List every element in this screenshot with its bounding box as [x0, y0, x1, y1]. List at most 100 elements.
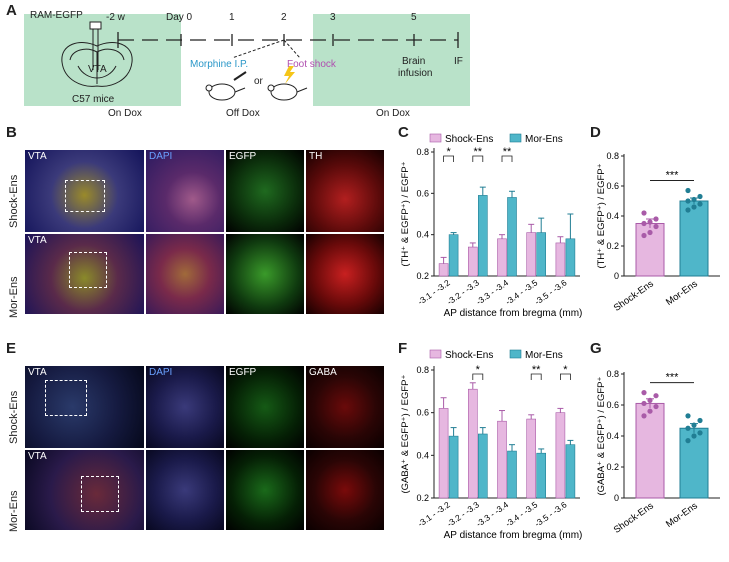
- data-point: [641, 390, 647, 396]
- bar: [468, 388, 478, 499]
- bar: [478, 195, 488, 277]
- zoom-box: [69, 252, 107, 288]
- x-tick-label: -3.5 - -3.6: [533, 499, 569, 528]
- micrograph-dapi: [146, 450, 224, 530]
- significance-bracket: [560, 373, 571, 380]
- data-point: [691, 433, 697, 439]
- micrograph-overview: VTA: [25, 234, 144, 314]
- data-point: [685, 413, 691, 419]
- bar: [565, 444, 576, 499]
- significance-bracket: [501, 155, 513, 162]
- bar: [555, 242, 566, 277]
- data-point: [685, 187, 691, 194]
- mouse-label: RAM-EGFP: [30, 10, 83, 21]
- lightning-icon: [284, 66, 295, 84]
- micrograph-label: EGFP: [229, 367, 257, 378]
- on-dox-region-left: [24, 14, 181, 106]
- brain-label: Brain: [402, 56, 426, 67]
- micrograph-dapi: [146, 234, 224, 314]
- y-tick-label: 0.6: [606, 400, 619, 410]
- morphine-label: Morphine I.P.: [190, 59, 249, 70]
- chart-d: 0 0.2 0.4 0.6 0.8 Shock-Ens Mor-Ens *** (TH⁺ & E…: [596, 151, 720, 314]
- mouse-icon: [267, 83, 308, 101]
- bar: [536, 452, 546, 499]
- micrograph-label: TH: [309, 151, 323, 162]
- significance-marker: **: [474, 146, 483, 158]
- data-point: [691, 204, 697, 210]
- treatment-pointer: [231, 39, 285, 59]
- legend-swatch: [429, 349, 442, 359]
- micrograph-dapi: DAPI: [146, 366, 224, 448]
- data-point: [653, 403, 659, 410]
- y-tick-label: 0.6: [416, 188, 429, 198]
- data-point: [691, 422, 697, 428]
- micrograph-gaba: [306, 450, 384, 530]
- bar: [679, 427, 709, 499]
- bar: [536, 232, 546, 277]
- row-label-mor: Mor-Ens: [8, 276, 20, 318]
- data-point: [641, 210, 647, 216]
- off-dox-label: Off Dox: [226, 108, 260, 119]
- syringe-icon: [233, 71, 247, 81]
- bar: [679, 200, 709, 277]
- data-point: [653, 393, 659, 399]
- bar: [497, 420, 507, 499]
- bar: [478, 433, 488, 499]
- brain-schematic-icon: [61, 21, 133, 87]
- if-label: IF: [454, 56, 463, 67]
- micrograph-egfp: EGFP: [226, 366, 304, 448]
- panel-letter-c: C: [398, 124, 409, 141]
- y-axis-label: (GABA⁺ & EGFP⁺) / EGFP⁺: [400, 374, 411, 493]
- row-label-mor: Mor-Ens: [8, 490, 20, 532]
- x-axis-label: AP distance from bregma (mm): [444, 530, 583, 541]
- chart-g: 0 0.2 0.4 0.6 0.8 Shock-Ens Mor-Ens *** (GABA⁺ &…: [596, 369, 720, 536]
- significance-marker: **: [532, 364, 541, 376]
- panel-letter-b: B: [6, 124, 17, 141]
- bar: [507, 450, 517, 499]
- micrograph-label: VTA: [28, 451, 47, 462]
- legend-label: Shock-Ens: [445, 134, 493, 145]
- micrograph-label: DAPI: [149, 367, 173, 378]
- data-point: [641, 400, 647, 407]
- micrograph-th: [306, 234, 384, 314]
- micrograph-overview: VTA: [25, 366, 144, 448]
- treatment-pointer: [283, 39, 301, 59]
- bar: [448, 234, 459, 277]
- data-point: [685, 198, 691, 204]
- legend-label: Mor-Ens: [525, 134, 563, 145]
- y-tick-label: 0: [614, 271, 619, 281]
- x-axis-label: AP distance from bregma (mm): [444, 308, 583, 319]
- y-tick-label: 0.6: [606, 181, 619, 191]
- micrograph-label: DAPI: [149, 151, 173, 162]
- significance-bracket: [472, 373, 484, 380]
- mouse-strain-label: C57 mice: [72, 94, 115, 105]
- panel-letter-a: A: [6, 2, 17, 19]
- row-label-shock: Shock-Ens: [8, 390, 20, 444]
- significance-marker: *: [446, 146, 451, 158]
- significance-marker: ***: [666, 170, 680, 182]
- micrograph-egfp: [226, 450, 304, 530]
- y-tick-label: 0.4: [606, 431, 619, 441]
- data-point: [685, 425, 691, 431]
- y-tick-label: 0.4: [416, 230, 429, 240]
- y-tick-label: 0: [614, 493, 619, 503]
- x-tick-label: Mor-Ens: [664, 278, 700, 308]
- y-tick-label: 0.4: [606, 211, 619, 221]
- y-tick-label: 0.8: [606, 369, 619, 379]
- mouse-icon: [205, 83, 246, 101]
- data-point: [641, 232, 647, 239]
- day-label: 5: [411, 12, 417, 23]
- data-point: [647, 397, 653, 403]
- zoom-box: [81, 476, 119, 512]
- on-dox-label: On Dox: [376, 108, 410, 119]
- significance-bracket: [443, 155, 454, 162]
- or-label: or: [254, 76, 263, 87]
- bar: [565, 238, 576, 277]
- zoom-box: [65, 180, 105, 212]
- data-point: [647, 229, 653, 236]
- y-tick-label: 0.8: [606, 151, 619, 161]
- day-label: -2 w: [106, 12, 125, 23]
- data-point: [697, 201, 703, 207]
- data-point: [697, 430, 703, 436]
- panel-letter-e: E: [6, 340, 17, 357]
